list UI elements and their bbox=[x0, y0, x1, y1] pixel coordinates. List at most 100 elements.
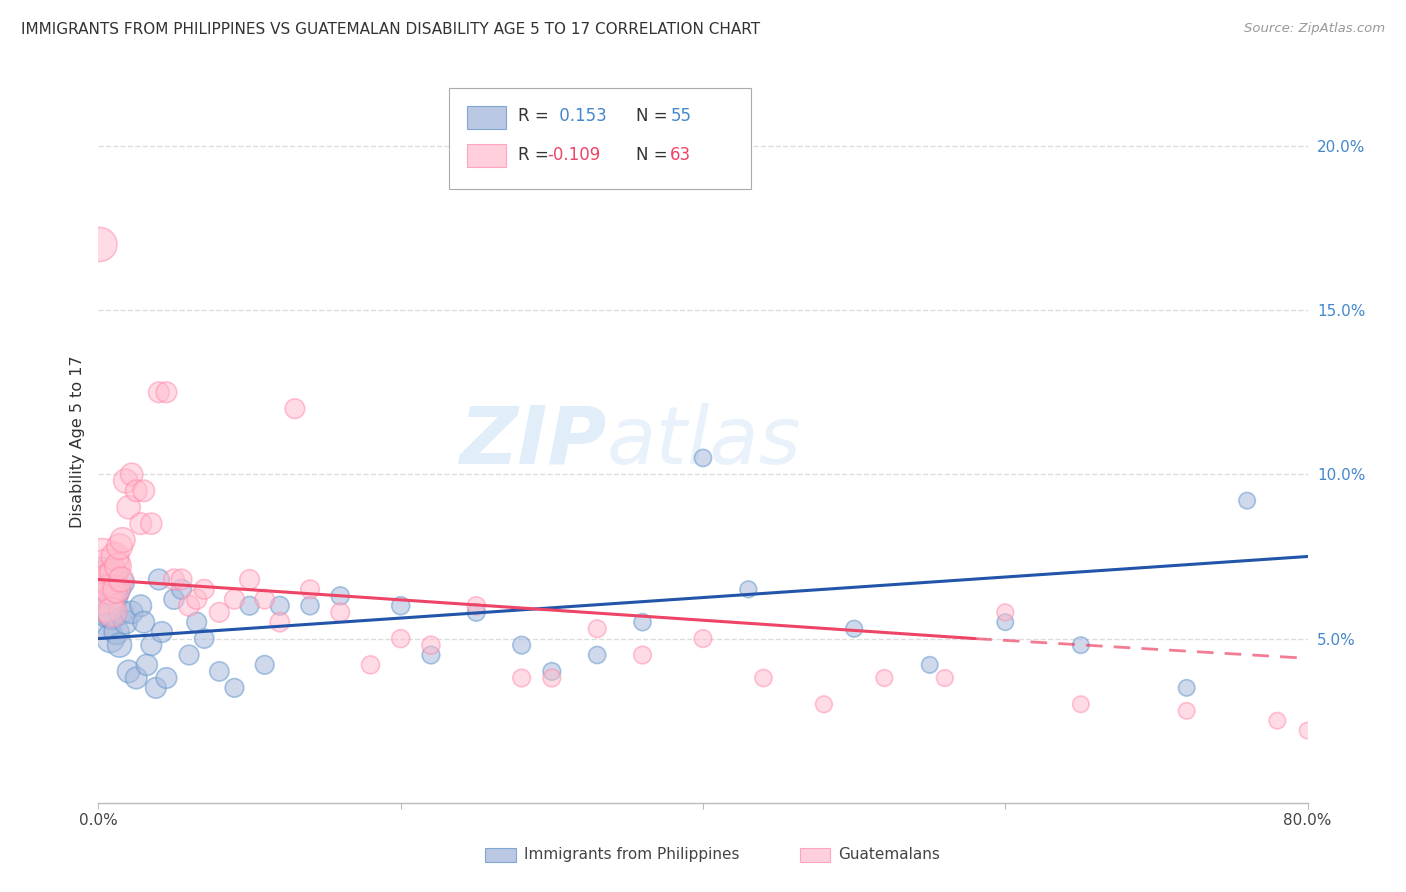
Point bbox=[121, 467, 143, 482]
Point bbox=[150, 625, 173, 640]
Point bbox=[994, 615, 1017, 630]
Point bbox=[269, 599, 291, 613]
Point bbox=[1296, 723, 1319, 738]
Text: IMMIGRANTS FROM PHILIPPINES VS GUATEMALAN DISABILITY AGE 5 TO 17 CORRELATION CHA: IMMIGRANTS FROM PHILIPPINES VS GUATEMALA… bbox=[21, 22, 761, 37]
Point bbox=[540, 671, 562, 685]
Text: 63: 63 bbox=[671, 145, 692, 164]
Point bbox=[631, 615, 654, 630]
Point bbox=[994, 605, 1017, 619]
Point bbox=[141, 638, 163, 652]
Point bbox=[101, 608, 124, 623]
FancyBboxPatch shape bbox=[485, 847, 516, 862]
Text: N =: N = bbox=[637, 107, 668, 126]
Point bbox=[132, 483, 155, 498]
Point bbox=[94, 592, 117, 607]
Point bbox=[389, 599, 412, 613]
FancyBboxPatch shape bbox=[800, 847, 830, 862]
Text: N =: N = bbox=[637, 145, 668, 164]
Text: ZIP: ZIP bbox=[458, 402, 606, 481]
Point bbox=[103, 566, 125, 580]
Point bbox=[918, 657, 941, 672]
Point bbox=[148, 385, 170, 400]
Text: Guatemalans: Guatemalans bbox=[838, 847, 941, 863]
Point bbox=[93, 615, 115, 630]
Point bbox=[105, 625, 128, 640]
Point bbox=[107, 582, 129, 597]
Point bbox=[193, 582, 215, 597]
Point bbox=[110, 605, 132, 619]
Point bbox=[91, 599, 114, 613]
Point bbox=[1070, 638, 1092, 652]
Point bbox=[253, 592, 276, 607]
FancyBboxPatch shape bbox=[467, 105, 506, 128]
Point bbox=[934, 671, 956, 685]
Point bbox=[1175, 681, 1198, 695]
Point bbox=[118, 500, 141, 515]
Text: R =: R = bbox=[517, 145, 548, 164]
Point bbox=[125, 483, 148, 498]
Point bbox=[129, 599, 152, 613]
Point bbox=[844, 622, 866, 636]
Point bbox=[103, 566, 125, 580]
Point bbox=[110, 573, 132, 587]
Point bbox=[692, 450, 714, 465]
Point bbox=[253, 657, 276, 672]
Point bbox=[96, 599, 118, 613]
Text: Source: ZipAtlas.com: Source: ZipAtlas.com bbox=[1244, 22, 1385, 36]
Point bbox=[193, 632, 215, 646]
Point bbox=[155, 671, 177, 685]
Point bbox=[465, 599, 488, 613]
Point bbox=[420, 638, 443, 652]
Point bbox=[148, 573, 170, 587]
Point bbox=[114, 615, 136, 630]
Point bbox=[186, 592, 208, 607]
Point bbox=[89, 582, 111, 597]
Point bbox=[179, 599, 201, 613]
Point bbox=[737, 582, 759, 597]
Point bbox=[135, 657, 157, 672]
Point bbox=[1236, 493, 1258, 508]
Point bbox=[132, 615, 155, 630]
Text: 55: 55 bbox=[671, 107, 692, 126]
Point bbox=[118, 665, 141, 679]
Point bbox=[163, 573, 186, 587]
Point bbox=[108, 638, 131, 652]
Point bbox=[179, 648, 201, 662]
Point bbox=[129, 516, 152, 531]
Point bbox=[104, 589, 127, 603]
Point bbox=[284, 401, 307, 416]
Point bbox=[239, 599, 262, 613]
Point bbox=[90, 573, 112, 587]
Point bbox=[89, 237, 111, 252]
Point bbox=[299, 582, 322, 597]
Point bbox=[208, 605, 231, 619]
Text: 0.153: 0.153 bbox=[554, 107, 607, 126]
Point bbox=[104, 549, 127, 564]
Point bbox=[98, 573, 121, 587]
Point bbox=[224, 681, 246, 695]
Point bbox=[96, 605, 118, 619]
Point bbox=[170, 582, 193, 597]
Point bbox=[813, 698, 835, 712]
Point bbox=[1070, 698, 1092, 712]
Point bbox=[108, 540, 131, 554]
Point bbox=[465, 605, 488, 619]
Point bbox=[1267, 714, 1289, 728]
Point bbox=[111, 533, 134, 547]
Point bbox=[239, 573, 262, 587]
Point bbox=[1372, 737, 1395, 751]
Text: R =: R = bbox=[517, 107, 548, 126]
Point bbox=[420, 648, 443, 662]
FancyBboxPatch shape bbox=[467, 144, 506, 167]
Point bbox=[586, 648, 609, 662]
Point bbox=[360, 657, 382, 672]
Point bbox=[125, 671, 148, 685]
Point bbox=[1175, 704, 1198, 718]
Point bbox=[93, 573, 115, 587]
Text: atlas: atlas bbox=[606, 402, 801, 481]
Point bbox=[101, 605, 124, 619]
Text: Immigrants from Philippines: Immigrants from Philippines bbox=[524, 847, 740, 863]
Point bbox=[224, 592, 246, 607]
Point bbox=[170, 573, 193, 587]
Point bbox=[91, 582, 114, 597]
